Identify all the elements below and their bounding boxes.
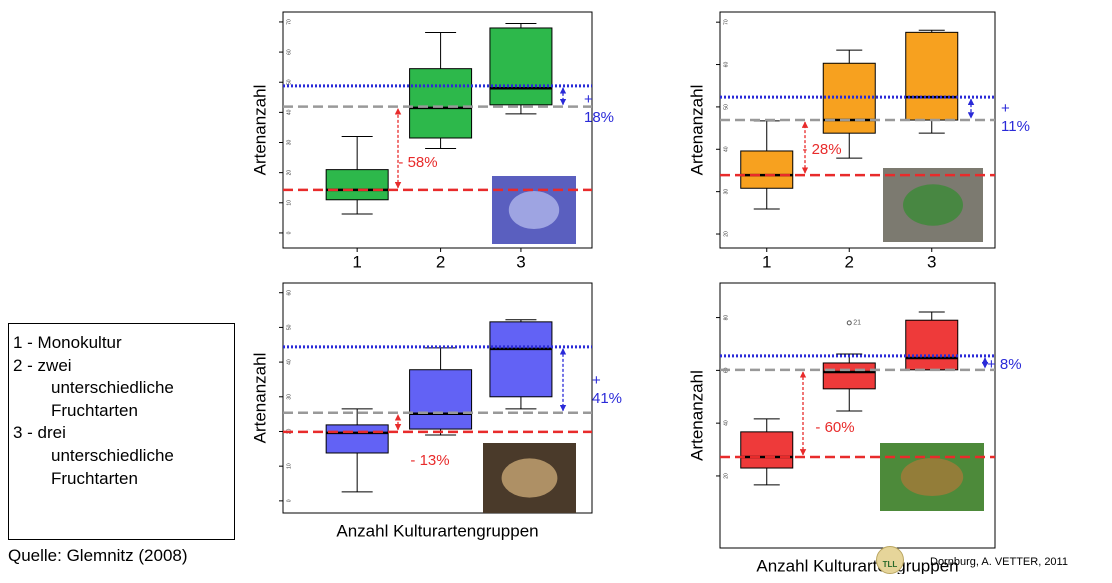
legend-line: 1 - Monokultur bbox=[13, 332, 230, 355]
x-axis-label: Anzahl Kulturartengruppen bbox=[756, 556, 958, 574]
increase-label: + bbox=[592, 372, 601, 389]
y-tick-label: 80 bbox=[723, 315, 729, 321]
photo bbox=[483, 443, 576, 513]
y-tick-label: 50 bbox=[286, 79, 292, 85]
box bbox=[741, 151, 793, 188]
decrease-label: - 58% bbox=[398, 154, 437, 171]
x-tick-label: 3 bbox=[516, 252, 525, 271]
y-tick-label: 70 bbox=[286, 19, 292, 25]
legend-line: unterschiedliche bbox=[13, 445, 230, 468]
increase-label: + bbox=[1001, 100, 1010, 117]
box bbox=[823, 363, 875, 389]
y-tick-label: 60 bbox=[286, 290, 292, 296]
box bbox=[410, 370, 472, 429]
y-tick-label: 20 bbox=[723, 231, 729, 237]
y-axis-label: Artenanzahl bbox=[250, 353, 269, 444]
y-tick-label: 20 bbox=[723, 473, 729, 479]
legend-line: 2 - zwei bbox=[13, 355, 230, 378]
outlier bbox=[847, 321, 851, 325]
y-tick-label: 60 bbox=[286, 49, 292, 55]
x-axis-label: Anzahl Kulturartengruppen bbox=[336, 521, 538, 540]
box bbox=[741, 432, 793, 468]
box bbox=[490, 28, 552, 105]
footer: Dornburg, A. VETTER, 2011 bbox=[930, 556, 1068, 568]
y-tick-label: 10 bbox=[286, 200, 292, 206]
y-tick-label: 50 bbox=[723, 104, 729, 110]
legend-line: 3 - drei bbox=[13, 422, 230, 445]
y-tick-label: 40 bbox=[286, 109, 292, 115]
y-tick-label: 40 bbox=[286, 359, 292, 365]
increase-label: 11% bbox=[1001, 118, 1030, 135]
legend-line: unterschiedliche bbox=[13, 377, 230, 400]
decrease-label: - 28% bbox=[802, 141, 841, 158]
y-tick-label: 20 bbox=[286, 170, 292, 176]
y-tick-label: 60 bbox=[723, 62, 729, 68]
outlier-label: 21 bbox=[853, 320, 861, 327]
y-tick-label: 30 bbox=[286, 394, 292, 400]
photo-subject bbox=[509, 191, 559, 229]
photo bbox=[880, 443, 984, 511]
increase-label: + 8% bbox=[987, 356, 1022, 373]
y-axis-label: Artenanzahl bbox=[250, 85, 269, 176]
decrease-label: - 60% bbox=[815, 419, 854, 436]
box bbox=[326, 425, 388, 453]
photo bbox=[883, 168, 983, 242]
x-tick-label: 1 bbox=[352, 252, 361, 271]
x-tick-label: 3 bbox=[927, 252, 936, 271]
y-tick-label: 40 bbox=[723, 420, 729, 426]
x-tick-label: 2 bbox=[845, 252, 854, 271]
legend-line: Fruchtarten bbox=[13, 468, 230, 491]
increase-label: 18% bbox=[584, 109, 614, 126]
logo: TLL bbox=[876, 546, 904, 574]
y-tick-label: 0 bbox=[286, 231, 292, 234]
y-tick-label: 30 bbox=[723, 189, 729, 195]
legend-box: 1 - Monokultur 2 - zwei unterschiedliche… bbox=[8, 323, 235, 540]
y-tick-label: 50 bbox=[286, 324, 292, 330]
increase-label: 41% bbox=[592, 390, 622, 407]
y-axis-label: Artenanzahl bbox=[687, 85, 706, 176]
legend-line: Fruchtarten bbox=[13, 400, 230, 423]
photo-subject bbox=[901, 458, 963, 496]
y-tick-label: 0 bbox=[286, 499, 292, 502]
y-tick-label: 40 bbox=[723, 146, 729, 152]
x-tick-label: 2 bbox=[436, 252, 445, 271]
y-axis-label: Artenanzahl bbox=[687, 370, 706, 461]
box bbox=[906, 320, 958, 370]
y-tick-label: 70 bbox=[723, 19, 729, 25]
y-tick-label: 30 bbox=[286, 140, 292, 146]
increase-label: + bbox=[584, 91, 593, 108]
photo bbox=[492, 176, 576, 244]
source: Quelle: Glemnitz (2008) bbox=[8, 546, 188, 566]
box bbox=[410, 69, 472, 138]
box bbox=[490, 322, 552, 397]
photo-subject bbox=[502, 458, 558, 497]
y-tick-label: 10 bbox=[286, 463, 292, 469]
x-tick-label: 1 bbox=[762, 252, 771, 271]
box bbox=[906, 32, 958, 120]
photo-subject bbox=[903, 184, 963, 225]
box bbox=[326, 170, 388, 200]
decrease-label: - 13% bbox=[410, 452, 449, 469]
